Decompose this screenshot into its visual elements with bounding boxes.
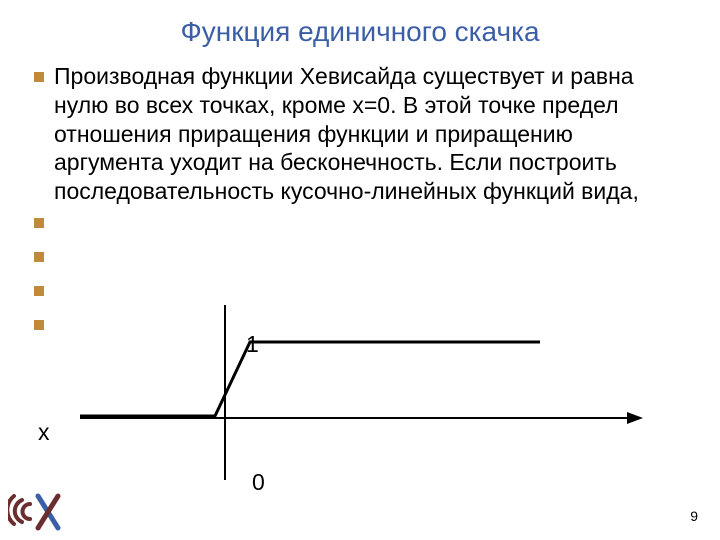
bullet-icon bbox=[34, 218, 44, 228]
bullet-icon bbox=[34, 252, 44, 262]
body-paragraph: Производная функции Хевисайда существует… bbox=[54, 62, 686, 206]
label-zero: 0 bbox=[252, 469, 265, 496]
label-x: x bbox=[38, 419, 50, 446]
slide-title: Функция единичного скачка bbox=[34, 16, 686, 48]
page-number: 9 bbox=[690, 508, 698, 524]
chart-svg bbox=[60, 305, 660, 505]
bullet-row-spacer-3 bbox=[34, 274, 686, 308]
bullet-row-main: Производная функции Хевисайда существует… bbox=[34, 62, 686, 206]
label-one: 1 bbox=[246, 331, 259, 358]
bullet-row-spacer-2 bbox=[34, 240, 686, 274]
slide: Функция единичного скачка Производная фу… bbox=[0, 0, 720, 540]
bullet-icon bbox=[34, 286, 44, 296]
bullet-icon bbox=[34, 72, 44, 82]
step-function-chart: 1 0 x bbox=[60, 305, 660, 505]
logo-icon bbox=[8, 488, 64, 532]
bullet-icon bbox=[34, 320, 44, 330]
bullet-row-spacer-1 bbox=[34, 206, 686, 240]
